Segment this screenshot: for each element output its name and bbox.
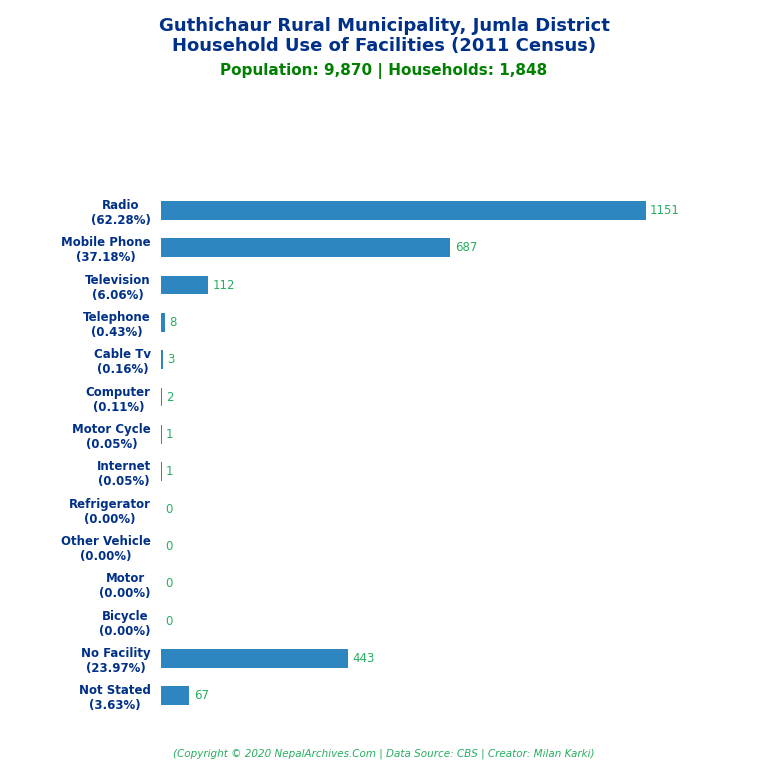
Bar: [161, 238, 451, 257]
Text: 8: 8: [169, 316, 176, 329]
Text: 0: 0: [165, 614, 173, 627]
Bar: [161, 388, 162, 406]
Text: 1151: 1151: [650, 204, 680, 217]
Bar: [161, 201, 646, 220]
Text: Guthichaur Rural Municipality, Jumla District: Guthichaur Rural Municipality, Jumla Dis…: [158, 17, 610, 35]
Text: 687: 687: [455, 241, 477, 254]
Text: Household Use of Facilities (2011 Census): Household Use of Facilities (2011 Census…: [172, 37, 596, 55]
Text: 1: 1: [166, 428, 174, 441]
Text: 0: 0: [165, 578, 173, 591]
Bar: [161, 649, 348, 668]
Text: Population: 9,870 | Households: 1,848: Population: 9,870 | Households: 1,848: [220, 63, 548, 79]
Text: (Copyright © 2020 NepalArchives.Com | Data Source: CBS | Creator: Milan Karki): (Copyright © 2020 NepalArchives.Com | Da…: [174, 748, 594, 759]
Bar: [161, 687, 190, 705]
Text: 3: 3: [167, 353, 174, 366]
Bar: [161, 313, 164, 332]
Text: 0: 0: [165, 540, 173, 553]
Text: 112: 112: [213, 279, 235, 292]
Bar: [161, 350, 163, 369]
Text: 443: 443: [352, 652, 374, 665]
Text: 67: 67: [194, 690, 209, 702]
Text: 2: 2: [167, 391, 174, 404]
Text: 1: 1: [166, 465, 174, 478]
Bar: [161, 276, 208, 294]
Text: 0: 0: [165, 502, 173, 515]
